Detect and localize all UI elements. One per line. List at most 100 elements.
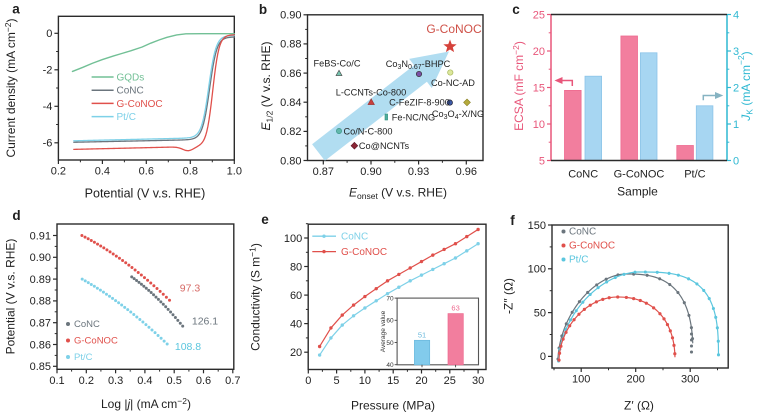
svg-text:C-FeZIF-8-900: C-FeZIF-8-900 (389, 98, 450, 108)
svg-text:Eonset (V v.s. RHE): Eonset (V v.s. RHE) (349, 186, 447, 202)
svg-text:JK (mA cm−2): JK (mA cm−2) (736, 51, 755, 121)
svg-text:3: 3 (733, 46, 739, 58)
svg-text:-Z″ (Ω): -Z″ (Ω) (502, 278, 516, 314)
svg-text:0.85: 0.85 (30, 361, 51, 373)
svg-text:108.8: 108.8 (175, 341, 201, 353)
svg-text:20: 20 (415, 375, 427, 387)
svg-text:Z′ (Ω): Z′ (Ω) (624, 399, 654, 413)
svg-text:40: 40 (386, 362, 394, 369)
svg-text:Pt/C: Pt/C (117, 112, 136, 123)
svg-text:G-CoNOC: G-CoNOC (74, 336, 118, 347)
svg-text:0.86: 0.86 (280, 68, 301, 80)
svg-text:G-CoNOC: G-CoNOC (614, 169, 665, 181)
svg-text:CoNC: CoNC (74, 319, 100, 330)
svg-text:0.6: 0.6 (196, 375, 211, 387)
svg-text:0.90: 0.90 (30, 252, 51, 264)
svg-text:Current density (mA cm−2): Current density (mA cm−2) (3, 18, 18, 157)
svg-text:0.96: 0.96 (456, 166, 477, 178)
svg-text:0.91: 0.91 (30, 230, 51, 242)
svg-text:63: 63 (451, 304, 459, 313)
svg-text:0.90: 0.90 (280, 10, 301, 22)
svg-text:15: 15 (533, 82, 545, 94)
svg-text:126.1: 126.1 (192, 316, 218, 328)
svg-text:2: 2 (733, 82, 739, 94)
svg-text:0.80: 0.80 (280, 155, 301, 167)
svg-text:25: 25 (444, 375, 456, 387)
svg-text:4: 4 (733, 9, 739, 21)
svg-text:0.88: 0.88 (30, 296, 51, 308)
svg-text:CoNC: CoNC (341, 232, 368, 243)
svg-text:-4: -4 (43, 101, 53, 113)
svg-text:f: f (510, 213, 515, 228)
svg-text:Average value: Average value (380, 310, 387, 352)
svg-text:0.87: 0.87 (30, 318, 51, 330)
svg-text:-6: -6 (43, 138, 53, 150)
svg-text:10: 10 (359, 375, 371, 387)
svg-text:97.3: 97.3 (180, 283, 201, 295)
svg-text:Sample: Sample (617, 185, 658, 199)
svg-text:Pressure (MPa): Pressure (MPa) (351, 399, 435, 413)
svg-text:a: a (12, 2, 20, 17)
svg-text:100: 100 (572, 374, 590, 386)
svg-text:15: 15 (387, 375, 399, 387)
svg-text:0.82: 0.82 (280, 126, 301, 138)
svg-text:0.86: 0.86 (30, 339, 51, 351)
svg-text:GQDs: GQDs (117, 73, 145, 84)
svg-text:0.89: 0.89 (30, 274, 51, 286)
svg-text:0.90: 0.90 (360, 166, 381, 178)
svg-text:FeBS-Co/C: FeBS-Co/C (314, 59, 361, 69)
svg-text:51: 51 (418, 330, 426, 339)
svg-text:Fe-NC/NG: Fe-NC/NG (392, 113, 435, 123)
svg-text:L-CCNTs-Co-800: L-CCNTs-Co-800 (336, 88, 406, 98)
svg-text:5: 5 (539, 155, 545, 167)
svg-text:10: 10 (533, 119, 545, 131)
svg-text:100: 100 (284, 233, 302, 245)
svg-text:b: b (259, 2, 267, 17)
svg-text:20: 20 (533, 46, 545, 58)
svg-text:E1/2 (V v.s. RHE): E1/2 (V v.s. RHE) (259, 42, 275, 131)
svg-text:0: 0 (305, 375, 311, 387)
svg-text:0.4: 0.4 (95, 166, 110, 178)
svg-text:Log |j| (mA cm−2): Log |j| (mA cm−2) (101, 396, 191, 411)
svg-text:0.3: 0.3 (108, 375, 123, 387)
svg-text:60: 60 (290, 290, 302, 302)
svg-text:50: 50 (534, 307, 546, 319)
svg-text:0.8: 0.8 (183, 166, 198, 178)
svg-text:d: d (12, 208, 20, 223)
svg-text:c: c (512, 2, 520, 17)
svg-text:0.2: 0.2 (79, 375, 94, 387)
svg-text:0.84: 0.84 (280, 97, 301, 109)
svg-text:0: 0 (46, 28, 52, 40)
svg-text:100: 100 (528, 264, 546, 276)
svg-text:CoNC: CoNC (117, 86, 144, 97)
svg-text:Co@NCNTs: Co@NCNTs (359, 141, 410, 151)
svg-text:G-CoNOC: G-CoNOC (117, 99, 163, 110)
svg-text:Pt/C: Pt/C (569, 255, 588, 266)
svg-text:Pt/C: Pt/C (74, 352, 93, 363)
svg-text:20: 20 (290, 347, 302, 359)
svg-text:ECSA (mF cm−2): ECSA (mF cm−2) (511, 41, 526, 131)
svg-text:1: 1 (733, 119, 739, 131)
svg-text:Potential (V v.s. RHE): Potential (V v.s. RHE) (4, 239, 18, 355)
svg-text:0.88: 0.88 (280, 39, 301, 51)
svg-text:5: 5 (334, 375, 340, 387)
svg-text:0.6: 0.6 (139, 166, 154, 178)
svg-text:CoNC: CoNC (569, 227, 596, 238)
svg-text:0: 0 (733, 155, 739, 167)
svg-text:150: 150 (528, 220, 546, 232)
svg-text:Pt/C: Pt/C (684, 169, 705, 181)
svg-text:e: e (261, 212, 269, 227)
svg-text:200: 200 (627, 374, 645, 386)
svg-text:0.87: 0.87 (313, 166, 334, 178)
svg-text:60: 60 (386, 318, 394, 325)
svg-text:30: 30 (472, 375, 484, 387)
svg-text:300: 300 (681, 374, 699, 386)
svg-text:G-CoNOC: G-CoNOC (569, 241, 615, 252)
svg-text:0.4: 0.4 (137, 375, 152, 387)
svg-text:0.5: 0.5 (167, 375, 182, 387)
svg-text:Co-NC-AD: Co-NC-AD (431, 78, 475, 88)
svg-text:50: 50 (386, 340, 394, 347)
svg-text:1.0: 1.0 (227, 166, 242, 178)
svg-text:Co3N0.67-BHPC: Co3N0.67-BHPC (386, 59, 451, 71)
svg-text:0.93: 0.93 (408, 166, 429, 178)
